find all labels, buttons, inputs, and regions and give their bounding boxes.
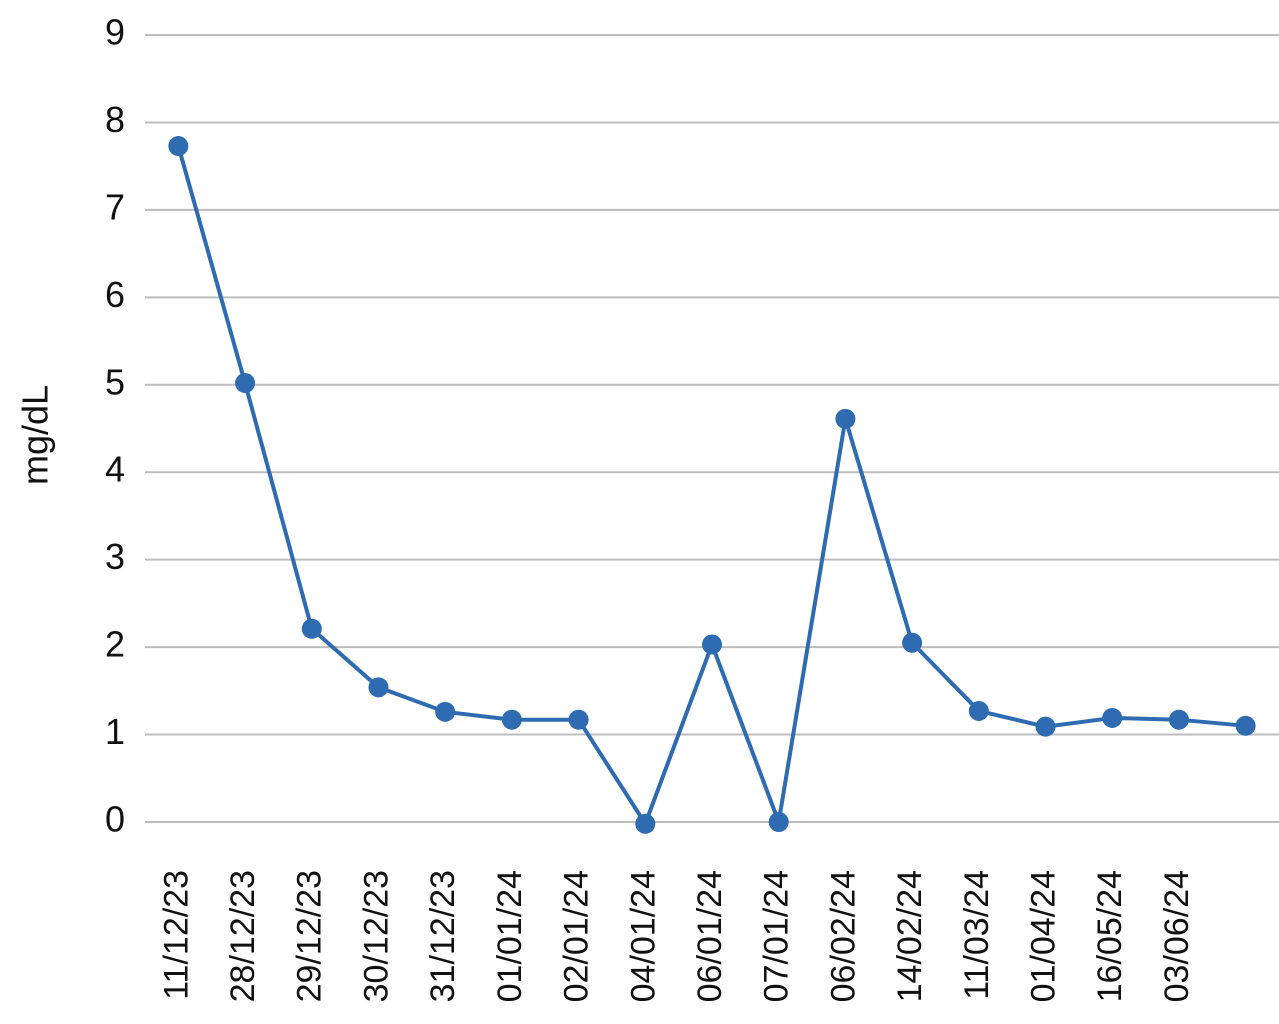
x-tick-label: 02/01/24 xyxy=(558,870,596,1002)
x-tick-label: 06/02/24 xyxy=(824,870,862,1002)
y-tick-label: 3 xyxy=(105,536,125,577)
point xyxy=(168,136,189,157)
line xyxy=(176,145,1246,830)
y-tick-label: 1 xyxy=(105,711,125,752)
y-tick-label: 8 xyxy=(105,99,125,140)
point xyxy=(835,408,856,429)
x-tick-label: 31/12/23 xyxy=(424,870,462,1002)
y-tick-label: 5 xyxy=(105,361,125,402)
point xyxy=(1235,715,1256,736)
point xyxy=(1168,709,1189,730)
x-tick-label: 29/12/23 xyxy=(291,870,329,1002)
point xyxy=(435,701,456,722)
point xyxy=(968,700,989,721)
point xyxy=(702,634,722,655)
y-tick-label: 7 xyxy=(105,186,125,227)
x-tick-label: 01/04/24 xyxy=(1025,870,1063,1002)
y-tick-label: 4 xyxy=(105,449,125,490)
point xyxy=(301,618,322,639)
x-tick-label: 28/12/23 xyxy=(224,870,262,1002)
x-tick-label: 06/01/24 xyxy=(691,870,729,1002)
point xyxy=(1035,716,1056,737)
y-tick-label: 9 xyxy=(105,12,125,53)
x-tick-label: 04/01/24 xyxy=(624,870,662,1002)
point xyxy=(235,373,256,394)
point xyxy=(635,813,656,834)
x-tick-label: 03/06/24 xyxy=(1158,870,1196,1002)
point xyxy=(768,812,789,832)
x-tick-label: 16/05/24 xyxy=(1091,870,1129,1002)
y-tick-label: 0 xyxy=(105,799,125,840)
point xyxy=(568,709,589,730)
y-tick-label: 6 xyxy=(105,274,125,315)
point xyxy=(902,632,923,653)
x-tick-label: 07/01/24 xyxy=(758,870,796,1002)
x-tick-label: 30/12/23 xyxy=(357,870,395,1002)
x-tick-label: 01/01/24 xyxy=(491,870,529,1002)
y-axis-label: mg/dL xyxy=(15,385,56,485)
x-tick-label: 11/12/23 xyxy=(157,870,195,1000)
point xyxy=(1102,707,1123,728)
x-tick-label: 11/03/24 xyxy=(958,870,996,1000)
x-tick-label: 14/02/24 xyxy=(891,870,929,1002)
point xyxy=(501,709,522,730)
point xyxy=(368,677,389,698)
y-tick-label: 2 xyxy=(105,624,125,665)
